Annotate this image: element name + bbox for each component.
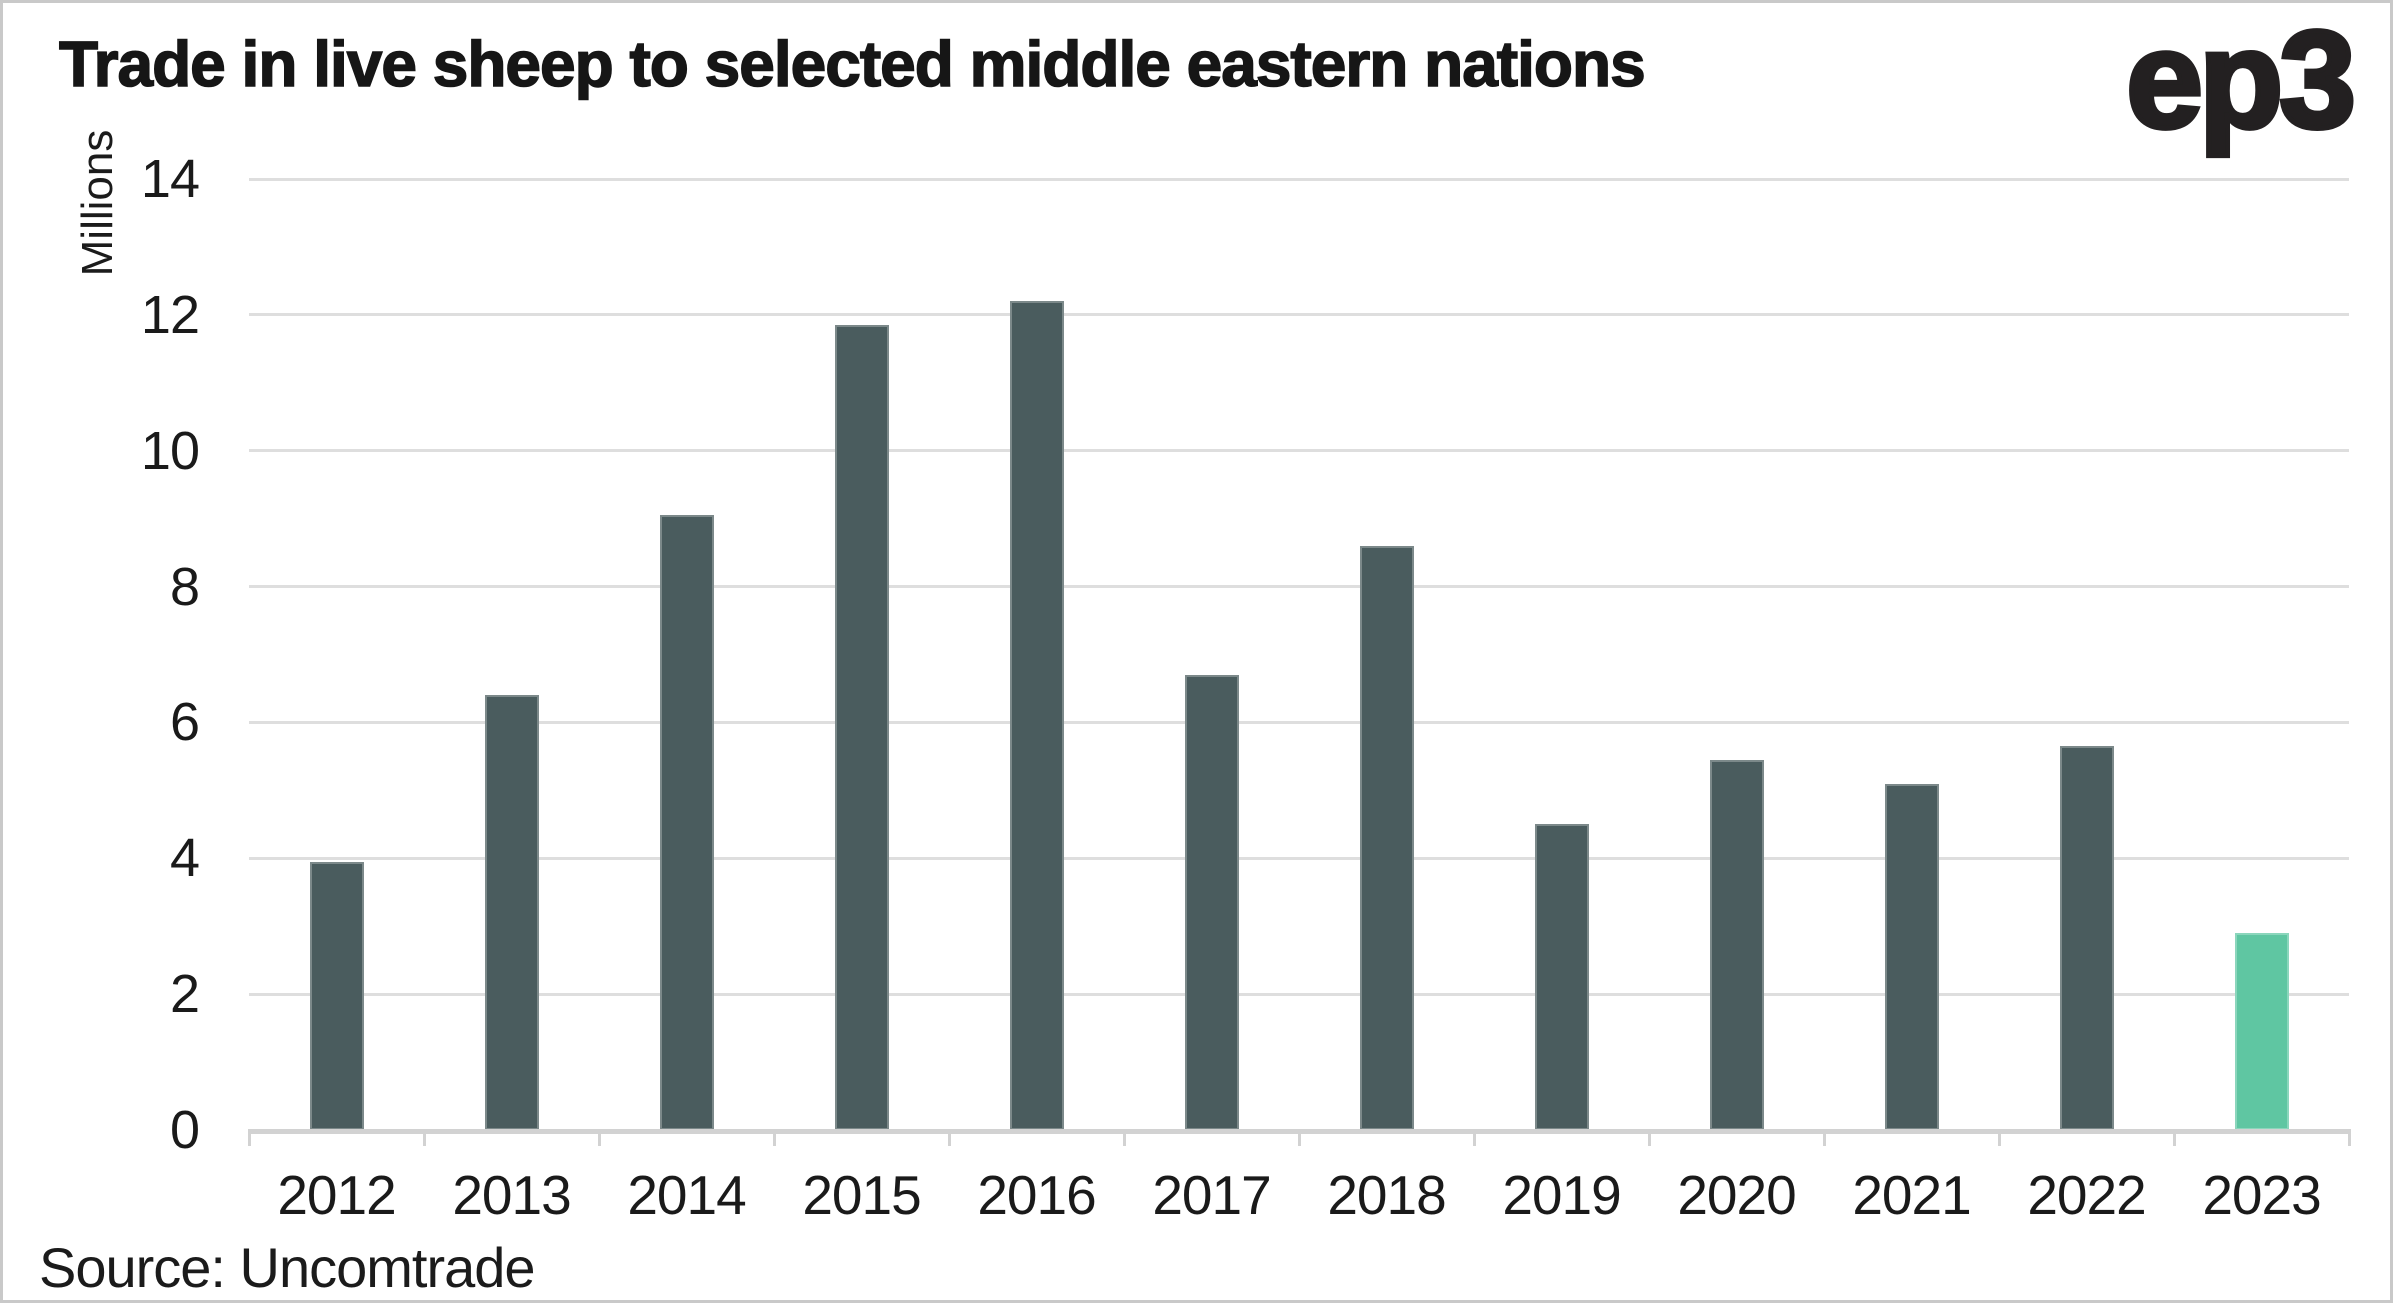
- x-tick-label-2023: 2023: [2202, 1164, 2321, 1226]
- x-tick-label-2016: 2016: [977, 1164, 1096, 1226]
- x-axis-tick: [2347, 1129, 2351, 1146]
- x-axis-tick: [1647, 1129, 1651, 1146]
- y-tick-label: 0: [169, 1100, 200, 1160]
- gridline-12: [249, 313, 2349, 317]
- y-tick-label: 2: [169, 964, 200, 1025]
- brand-logo: ep3: [2124, 3, 2359, 157]
- x-axis-tick: [1472, 1129, 1476, 1146]
- x-axis-tick: [1122, 1129, 1126, 1146]
- x-tick-label-2015: 2015: [802, 1164, 921, 1226]
- bar-2017: [1184, 674, 1239, 1130]
- bar-2022: [2059, 746, 2114, 1130]
- x-tick-label-2020: 2020: [1677, 1164, 1796, 1226]
- source-note: Source: Uncomtrade: [39, 1236, 536, 1299]
- bar-2015: [834, 325, 889, 1130]
- x-axis-tick: [1997, 1129, 2001, 1146]
- bar-2012: [309, 861, 364, 1130]
- x-tick-label-2018: 2018: [1327, 1164, 1446, 1226]
- bar-2019: [1534, 824, 1589, 1130]
- bar-2014: [659, 515, 714, 1130]
- x-tick-label-2012: 2012: [277, 1164, 396, 1226]
- y-tick-label: 14: [140, 149, 200, 209]
- x-tick-label-2013: 2013: [452, 1164, 571, 1226]
- x-tick-label-2021: 2021: [1852, 1164, 1971, 1226]
- gridline-6: [249, 720, 2349, 724]
- x-axis-tick: [247, 1129, 251, 1146]
- bar-2018: [1359, 545, 1414, 1130]
- x-tick-label-2014: 2014: [627, 1164, 746, 1226]
- x-axis-tick: [2172, 1129, 2176, 1146]
- y-tick-label: 8: [169, 556, 200, 617]
- bar-2023: [2234, 933, 2289, 1130]
- x-axis-tick: [772, 1129, 776, 1146]
- bar-2021: [1884, 783, 1939, 1130]
- gridline-2: [249, 992, 2349, 996]
- bar-2016: [1009, 301, 1064, 1130]
- gridline-10: [249, 449, 2349, 453]
- x-axis-tick: [422, 1129, 426, 1146]
- bar-2013: [484, 695, 539, 1130]
- page-title: Trade in live sheep to selected middle e…: [58, 28, 1646, 100]
- y-tick-label: 12: [140, 284, 200, 345]
- y-tick-label: 4: [169, 828, 200, 889]
- y-tick-label: 10: [140, 420, 200, 481]
- x-axis-tick: [1822, 1129, 1826, 1146]
- x-tick-label-2019: 2019: [1502, 1164, 1621, 1226]
- gridline-8: [249, 585, 2349, 589]
- x-axis-tick: [947, 1129, 951, 1146]
- x-tick-label-2017: 2017: [1152, 1164, 1271, 1226]
- x-tick-label-2022: 2022: [2027, 1164, 2146, 1226]
- x-axis-tick: [1297, 1129, 1301, 1146]
- bar-2020: [1709, 759, 1764, 1130]
- chart-plot-area: [249, 177, 2349, 1130]
- x-axis-tick: [597, 1129, 601, 1146]
- gridline-14: [249, 177, 2349, 181]
- y-tick-label: 6: [169, 692, 200, 753]
- gridline-4: [249, 856, 2349, 860]
